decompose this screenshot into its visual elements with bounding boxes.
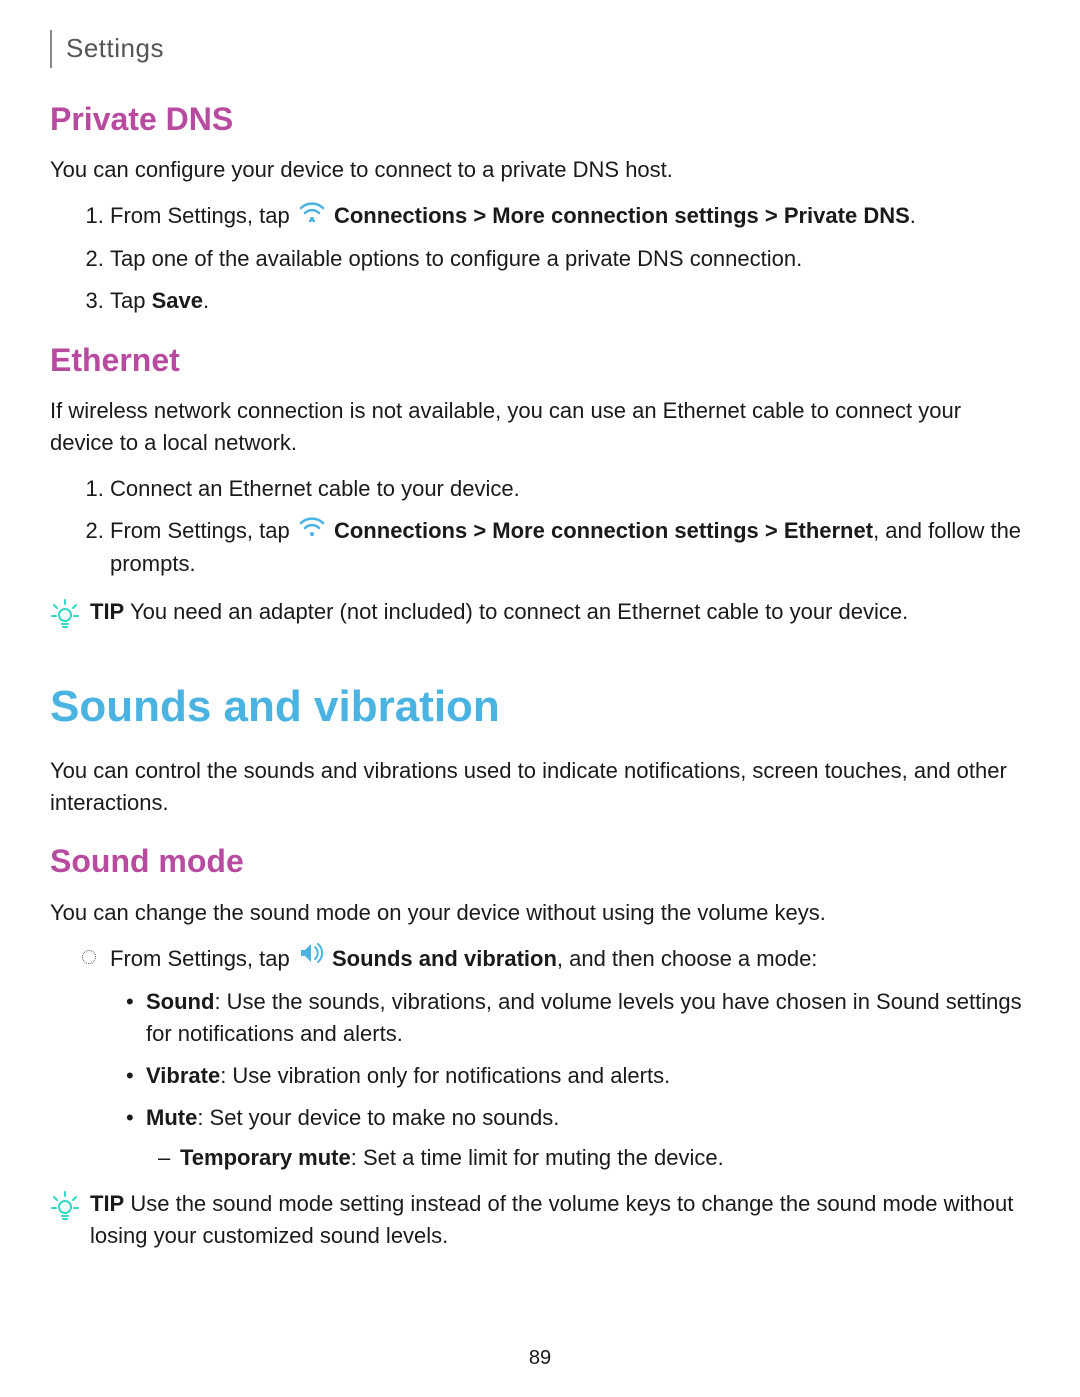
option-text: : Set your device to make no sounds. [197,1105,559,1130]
mute-sublist: Temporary mute: Set a time limit for mut… [146,1142,1030,1174]
option-label: Vibrate [146,1063,220,1088]
option-sound: Sound: Use the sounds, vibrations, and v… [146,986,1030,1050]
tip-label: TIP [90,1191,124,1216]
step-suffix: . [910,203,916,228]
heading-ethernet: Ethernet [50,337,1030,383]
step-2: Tap one of the available options to conf… [110,243,1030,275]
option-temporary-mute: Temporary mute: Set a time limit for mut… [180,1142,1030,1174]
item-suffix: , and then choose a mode: [557,946,818,971]
step-2: From Settings, tap Connections > More co… [110,515,1030,580]
option-text: : Set a time limit for muting the device… [351,1145,724,1170]
ethernet-intro: If wireless network connection is not av… [50,395,1030,459]
sound-mode-list: From Settings, tap Sounds and vibration,… [50,943,1030,1174]
sounds-intro: You can control the sounds and vibration… [50,755,1030,819]
tip-text: TIP Use the sound mode setting instead o… [90,1188,1030,1252]
sound-mode-intro: You can change the sound mode on your de… [50,897,1030,929]
list-item: From Settings, tap Sounds and vibration,… [110,943,1030,1174]
option-label: Temporary mute [180,1145,351,1170]
option-label: Sound [146,989,214,1014]
item-bold: Sounds and vibration [332,946,557,971]
step-suffix: . [203,288,209,313]
mode-options: Sound: Use the sounds, vibrations, and v… [110,986,1030,1173]
step-3: Tap Save. [110,285,1030,317]
sound-icon [298,941,324,974]
ethernet-steps: Connect an Ethernet cable to your device… [50,473,1030,580]
private-dns-steps: From Settings, tap Connections > More co… [50,200,1030,317]
tip-text: TIP You need an adapter (not included) t… [90,596,908,628]
ethernet-tip: TIP You need an adapter (not included) t… [50,596,1030,639]
step-1: From Settings, tap Connections > More co… [110,200,1030,233]
private-dns-intro: You can configure your device to connect… [50,154,1030,186]
heading-sounds-vibration: Sounds and vibration [50,675,1030,739]
option-mute: Mute: Set your device to make no sounds.… [146,1102,1030,1174]
option-label: Mute [146,1105,197,1130]
breadcrumb-label: Settings [66,33,164,63]
tip-label: TIP [90,599,124,624]
step-text: Tap [110,288,152,313]
option-vibrate: Vibrate: Use vibration only for notifica… [146,1060,1030,1092]
lightbulb-icon [50,1190,80,1231]
lightbulb-icon [50,598,80,639]
connections-icon [298,514,326,546]
heading-private-dns: Private DNS [50,96,1030,142]
sound-mode-tip: TIP Use the sound mode setting instead o… [50,1188,1030,1252]
tip-body: Use the sound mode setting instead of th… [90,1191,1013,1248]
step-text: From Settings, tap [110,203,296,228]
save-label: Save [152,288,203,313]
nav-path: Connections > More connection settings >… [334,203,910,228]
option-text: : Use vibration only for notifications a… [220,1063,670,1088]
step-text: From Settings, tap [110,518,296,543]
heading-sound-mode: Sound mode [50,838,1030,884]
breadcrumb: Settings [50,30,1030,68]
connections-icon [298,199,326,231]
step-1: Connect an Ethernet cable to your device… [110,473,1030,505]
page-number: 89 [0,1344,1080,1373]
item-prefix: From Settings, tap [110,946,296,971]
nav-path: Connections > More connection settings >… [334,518,873,543]
tip-body: You need an adapter (not included) to co… [124,599,908,624]
option-text: : Use the sounds, vibrations, and volume… [146,989,1022,1046]
